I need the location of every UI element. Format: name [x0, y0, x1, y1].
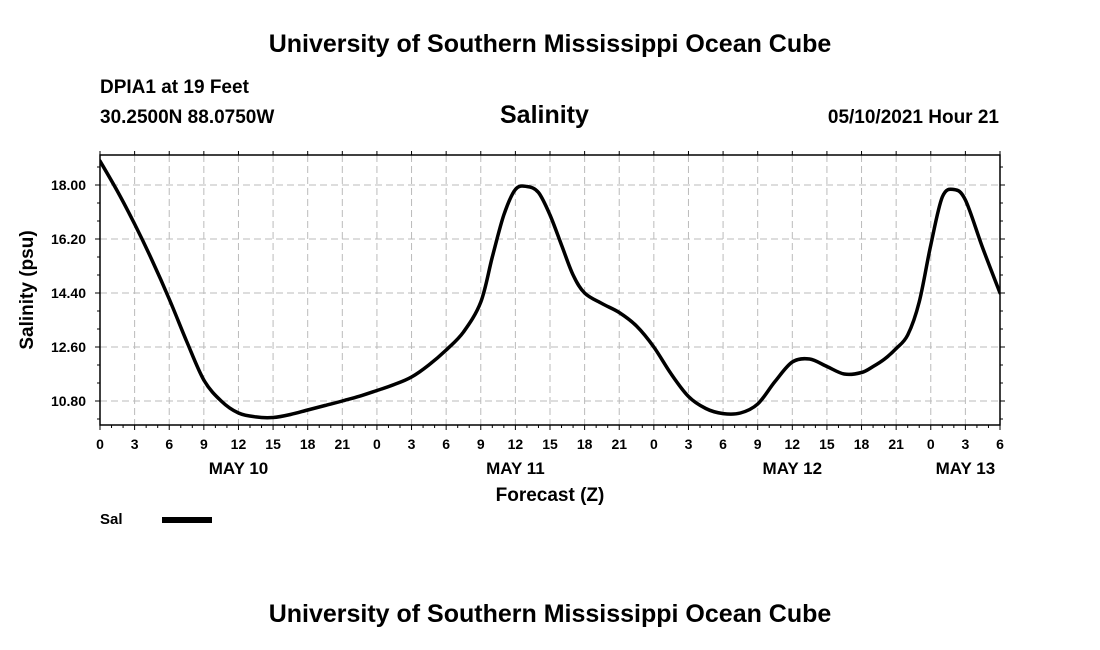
x-tick-label: 12: [785, 436, 801, 452]
y-tick-label: 16.20: [51, 231, 86, 247]
forecast-datetime: 05/10/2021 Hour 21: [827, 107, 999, 128]
x-tick-label: 18: [577, 436, 593, 452]
x-tick-label: 3: [408, 436, 416, 452]
x-tick-label: 3: [131, 436, 139, 452]
x-tick-label: 21: [888, 436, 904, 452]
x-tick-label: 6: [442, 436, 450, 452]
station-label: DPIA1 at 19 Feet: [100, 77, 249, 98]
x-tick-label: 0: [373, 436, 381, 452]
date-label: MAY 11: [486, 459, 545, 478]
y-tick-label: 10.80: [51, 393, 86, 409]
x-tick-label: 3: [961, 436, 969, 452]
x-tick-label: 21: [611, 436, 627, 452]
x-tick-label: 9: [477, 436, 485, 452]
x-tick-label: 15: [542, 436, 558, 452]
y-tick-label: 14.40: [51, 285, 86, 301]
x-tick-label: 12: [231, 436, 247, 452]
x-tick-label: 9: [200, 436, 208, 452]
x-tick-label: 18: [300, 436, 316, 452]
chart-title: Salinity: [500, 101, 589, 129]
x-tick-label: 0: [96, 436, 104, 452]
x-tick-label: 15: [819, 436, 835, 452]
x-tick-label: 0: [927, 436, 935, 452]
date-label: MAY 12: [763, 459, 823, 478]
x-tick-label: 0: [650, 436, 658, 452]
date-label: MAY 13: [936, 459, 996, 478]
legend: Sal: [100, 511, 212, 528]
series-layer: [100, 159, 1000, 420]
x-tick-label: 12: [508, 436, 524, 452]
series-line-sal: [100, 159, 1000, 420]
x-tick-label: 9: [754, 436, 762, 452]
plot-frame: [99, 154, 1001, 426]
x-axis-title: Forecast (Z): [496, 485, 605, 506]
x-tick-label: 15: [265, 436, 281, 452]
date-label: MAY 10: [209, 459, 269, 478]
axis-labels: 0 3 6 9 12 15 18 21 0 3 6 9 12 15 18 21 0 3 6 9 12 15 18 21 0 3 6 1…: [51, 177, 1004, 478]
y-tick-label: 18.00: [51, 177, 86, 193]
x-tick-label: 18: [854, 436, 870, 452]
x-tick-label: 6: [719, 436, 727, 452]
y-tick-label: 12.60: [51, 339, 86, 355]
page-title-top: University of Southern Mississippi Ocean…: [268, 30, 832, 58]
coordinates-label: 30.2500N 88.0750W: [100, 107, 275, 128]
page-title-bottom: University of Southern Mississippi Ocean…: [268, 600, 832, 628]
y-axis-title: Salinity (psu): [17, 230, 38, 349]
x-tick-label: 3: [685, 436, 693, 452]
x-tick-label: 6: [996, 436, 1004, 452]
x-tick-label: 21: [335, 436, 351, 452]
grid-lines: [100, 155, 1000, 425]
legend-label: Sal: [100, 511, 123, 528]
x-tick-label: 6: [165, 436, 173, 452]
